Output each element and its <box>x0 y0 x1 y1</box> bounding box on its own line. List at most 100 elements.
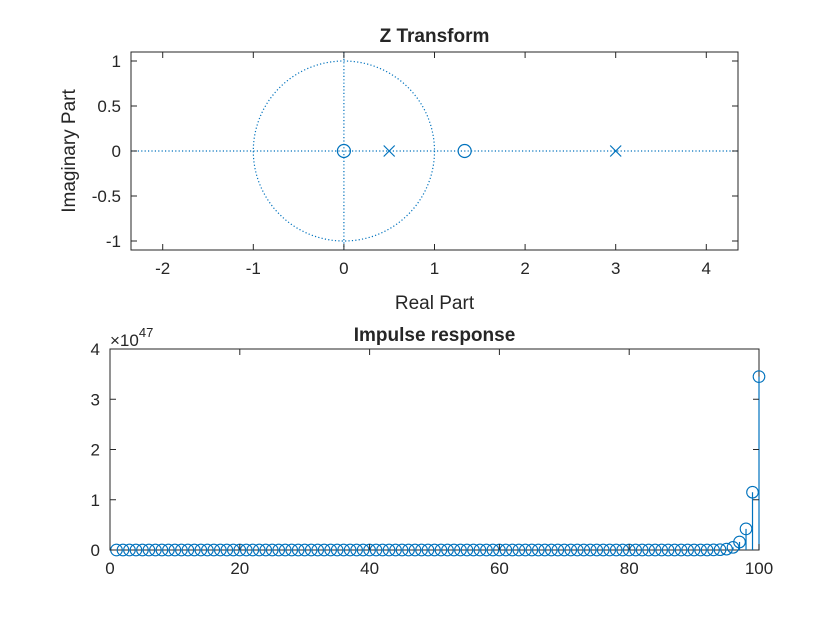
stem-point <box>519 543 532 557</box>
stem-point <box>252 543 266 557</box>
zero-marker <box>457 143 472 159</box>
stem-point <box>272 543 286 557</box>
stem-point <box>674 543 688 557</box>
stem-point <box>525 543 539 557</box>
x-tick-label: -1 <box>246 259 261 278</box>
stem-point <box>648 543 662 557</box>
stem-point <box>415 543 428 557</box>
impulse-axes: 0 20 40 60 80 100 0 1 2 3 4 Impulse response ×104… <box>91 325 774 578</box>
stem-point <box>311 543 325 557</box>
stem-point <box>369 543 383 557</box>
stem-point <box>486 543 500 557</box>
stem-point <box>752 370 766 550</box>
stem-point <box>343 543 357 557</box>
stem-point <box>480 543 493 557</box>
stem-point <box>155 543 169 557</box>
stem-point <box>441 543 454 557</box>
stem-point <box>129 543 143 557</box>
stem-point <box>324 543 338 557</box>
stem-point <box>194 543 208 557</box>
y-tick-label: 0.5 <box>97 97 121 116</box>
y-tick-label: -0.5 <box>92 187 121 206</box>
x-tick-label: 1 <box>430 259 439 278</box>
zplane-y-ticks: -1 -0.5 0 0.5 1 <box>92 52 738 251</box>
stem-point <box>544 543 558 557</box>
stem-point <box>661 543 675 557</box>
stem-point <box>337 543 350 557</box>
y-tick-label: 2 <box>91 441 100 460</box>
y-tick-label: 1 <box>91 491 100 510</box>
x-tick-label: 3 <box>611 259 620 278</box>
stem-point <box>226 543 240 557</box>
zplane-markers <box>336 143 622 159</box>
pole-marker <box>609 145 622 157</box>
x-tick-label: 0 <box>339 259 348 278</box>
stem-point <box>330 543 344 557</box>
stem-point <box>408 543 422 557</box>
zero-marker <box>336 143 352 159</box>
zplane-x-axis-label: Real Part <box>395 293 475 314</box>
stem-point <box>162 543 175 557</box>
stem-point <box>700 543 714 557</box>
stem-point <box>304 543 318 557</box>
zplane-reference-lines <box>131 52 738 250</box>
x-tick-label: 4 <box>702 259 711 278</box>
stem-point <box>499 543 513 557</box>
impulse-title: Impulse response <box>354 325 516 346</box>
stem-point <box>181 543 195 557</box>
stem-point <box>590 543 604 557</box>
stem-point <box>136 543 149 557</box>
stem-point <box>616 543 630 557</box>
stem-point <box>467 543 480 557</box>
x-tick-label: 60 <box>490 559 509 578</box>
stem-point <box>265 543 279 557</box>
stem-point <box>175 543 188 557</box>
stem-point <box>629 543 643 557</box>
stem-point <box>687 543 701 557</box>
y-tick-label: -1 <box>106 232 121 251</box>
zplane-x-ticks: -2 -1 0 1 2 3 4 <box>155 52 711 278</box>
stem-point <box>635 543 649 557</box>
zplane-y-axis-label: Imaginary Part <box>59 89 80 213</box>
stem-point <box>168 543 182 557</box>
x-tick-label: 80 <box>620 559 639 578</box>
stem-point <box>531 543 545 557</box>
stem-point <box>557 543 571 557</box>
stem-point <box>285 543 299 557</box>
stem-point <box>291 543 305 557</box>
stem-point <box>538 543 552 557</box>
stem-point <box>428 543 441 557</box>
stem-point <box>246 543 260 557</box>
stem-point <box>577 543 591 557</box>
y-tick-label: 0 <box>91 541 100 560</box>
stem-point <box>447 543 461 557</box>
exponent-base: ×10 <box>110 331 139 350</box>
stem-point <box>239 543 253 557</box>
stem-point <box>213 543 227 557</box>
stem-point <box>116 543 130 557</box>
x-tick-label: 2 <box>520 259 529 278</box>
stem-point <box>564 543 578 557</box>
stem-point <box>317 543 331 557</box>
stem-point <box>720 542 733 556</box>
impulse-y-ticks: 0 1 2 3 4 <box>91 340 759 560</box>
stem-point <box>603 543 617 557</box>
stem-point <box>460 543 474 557</box>
y-tick-label: 0 <box>112 142 121 161</box>
impulse-plot-area <box>109 348 760 551</box>
stem-point <box>356 543 370 557</box>
stem-point <box>395 543 409 557</box>
zplane-title: Z Transform <box>380 26 490 47</box>
stem-point <box>376 543 389 557</box>
stem-point <box>570 543 584 557</box>
stem-point <box>609 543 623 557</box>
stem-point <box>350 543 363 557</box>
unit-circle <box>252 60 436 242</box>
stem-point <box>434 543 448 557</box>
y-tick-label: 4 <box>91 340 100 359</box>
stem-point <box>149 543 162 557</box>
stem-point <box>668 543 681 557</box>
stem-point <box>473 543 487 557</box>
x-tick-label: 0 <box>105 559 114 578</box>
